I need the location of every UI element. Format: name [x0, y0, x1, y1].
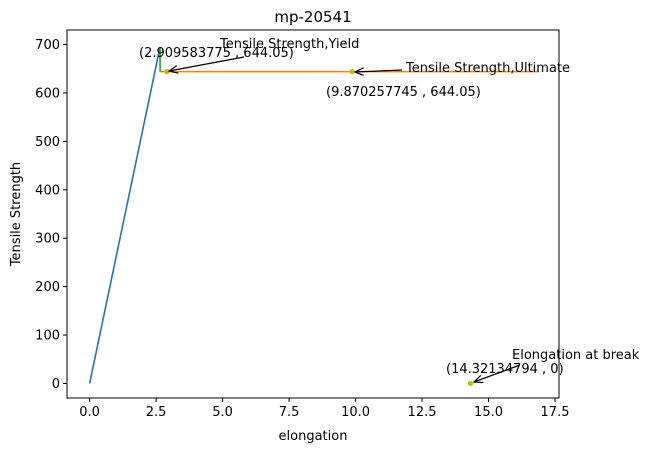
- break-annotation-coords: (14.32134794 , 0): [446, 362, 564, 377]
- x-tick-label: 17.5: [541, 405, 570, 420]
- yield-annotation-coords: (2.909583775 , 644.05): [139, 46, 294, 61]
- y-tick-label: 500: [35, 135, 60, 150]
- plot-area-frame: [66, 29, 560, 399]
- x-tick-label: 12.5: [408, 405, 437, 420]
- yield-annotation-label: Tensile Strength,Yield: [219, 37, 359, 52]
- marker-point-1: [349, 69, 355, 75]
- series-line-0: [88, 46, 161, 384]
- break-arrow: [474, 364, 521, 382]
- y-tick-label: 600: [35, 86, 60, 101]
- x-tick-label: 10.0: [341, 405, 370, 420]
- ultimate-annotation-label: Tensile Strength,Ultimate: [405, 61, 570, 76]
- y-tick-label: 700: [35, 38, 60, 53]
- marker-point-0: [164, 69, 170, 75]
- y-tick-label: 300: [35, 232, 60, 247]
- x-tick-label: 7.5: [279, 405, 300, 420]
- y-tick-label: 200: [35, 280, 60, 295]
- y-tick-label: 0: [52, 377, 60, 392]
- ultimate-annotation-coords: (9.870257745 , 644.05): [326, 85, 481, 100]
- ultimate-arrow: [355, 70, 403, 72]
- y-tick-label: 400: [35, 183, 60, 198]
- x-tick-label: 15.0: [474, 405, 503, 420]
- chart-title: mp-20541: [274, 8, 351, 26]
- x-axis-label: elongation: [279, 429, 348, 444]
- y-axis-label: Tensile Strength: [9, 162, 24, 267]
- y-tick-label: 100: [35, 329, 60, 344]
- x-tick-label: 0.0: [79, 405, 100, 420]
- break-annotation-label: Elongation at break: [512, 348, 640, 363]
- x-tick-label: 2.5: [146, 405, 167, 420]
- x-tick-label: 5.0: [212, 405, 233, 420]
- yield-arrow: [169, 56, 245, 71]
- marker-point-2: [467, 380, 474, 387]
